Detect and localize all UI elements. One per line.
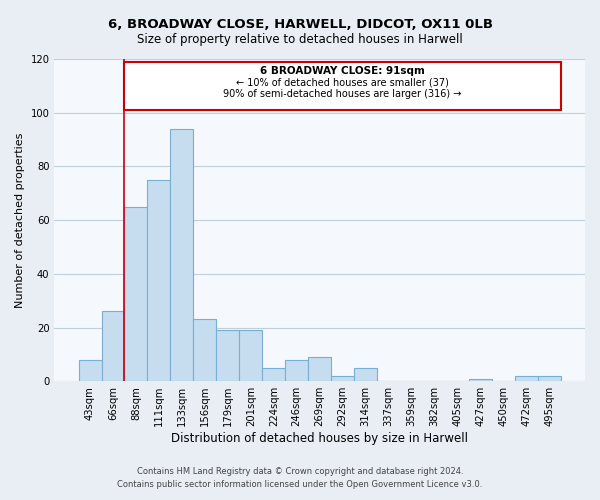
Bar (354, 368, 377, 381)
Bar (124, 206, 148, 381)
Bar (308, 357, 331, 381)
Text: Size of property relative to detached houses in Harwell: Size of property relative to detached ho… (137, 32, 463, 46)
Bar (285, 360, 308, 381)
Bar (515, 376, 538, 381)
Bar (79, 360, 101, 381)
Y-axis label: Number of detached properties: Number of detached properties (15, 132, 25, 308)
Text: 90% of semi-detached houses are larger (316) →: 90% of semi-detached houses are larger (… (223, 88, 462, 99)
Bar (193, 320, 217, 381)
X-axis label: Distribution of detached houses by size in Harwell: Distribution of detached houses by size … (171, 432, 468, 445)
Bar (170, 129, 193, 381)
Bar (217, 330, 239, 381)
Bar (262, 368, 285, 381)
Text: ← 10% of detached houses are smaller (37): ← 10% of detached houses are smaller (37… (236, 78, 449, 88)
FancyBboxPatch shape (124, 62, 561, 110)
Bar (331, 376, 354, 381)
Text: Contains HM Land Registry data © Crown copyright and database right 2024.
Contai: Contains HM Land Registry data © Crown c… (118, 468, 482, 489)
Bar (101, 312, 124, 381)
Bar (239, 330, 262, 381)
Bar (148, 180, 170, 381)
Bar (469, 378, 492, 381)
Bar (538, 376, 561, 381)
Text: 6, BROADWAY CLOSE, HARWELL, DIDCOT, OX11 0LB: 6, BROADWAY CLOSE, HARWELL, DIDCOT, OX11… (107, 18, 493, 30)
Text: 6 BROADWAY CLOSE: 91sqm: 6 BROADWAY CLOSE: 91sqm (260, 66, 425, 76)
